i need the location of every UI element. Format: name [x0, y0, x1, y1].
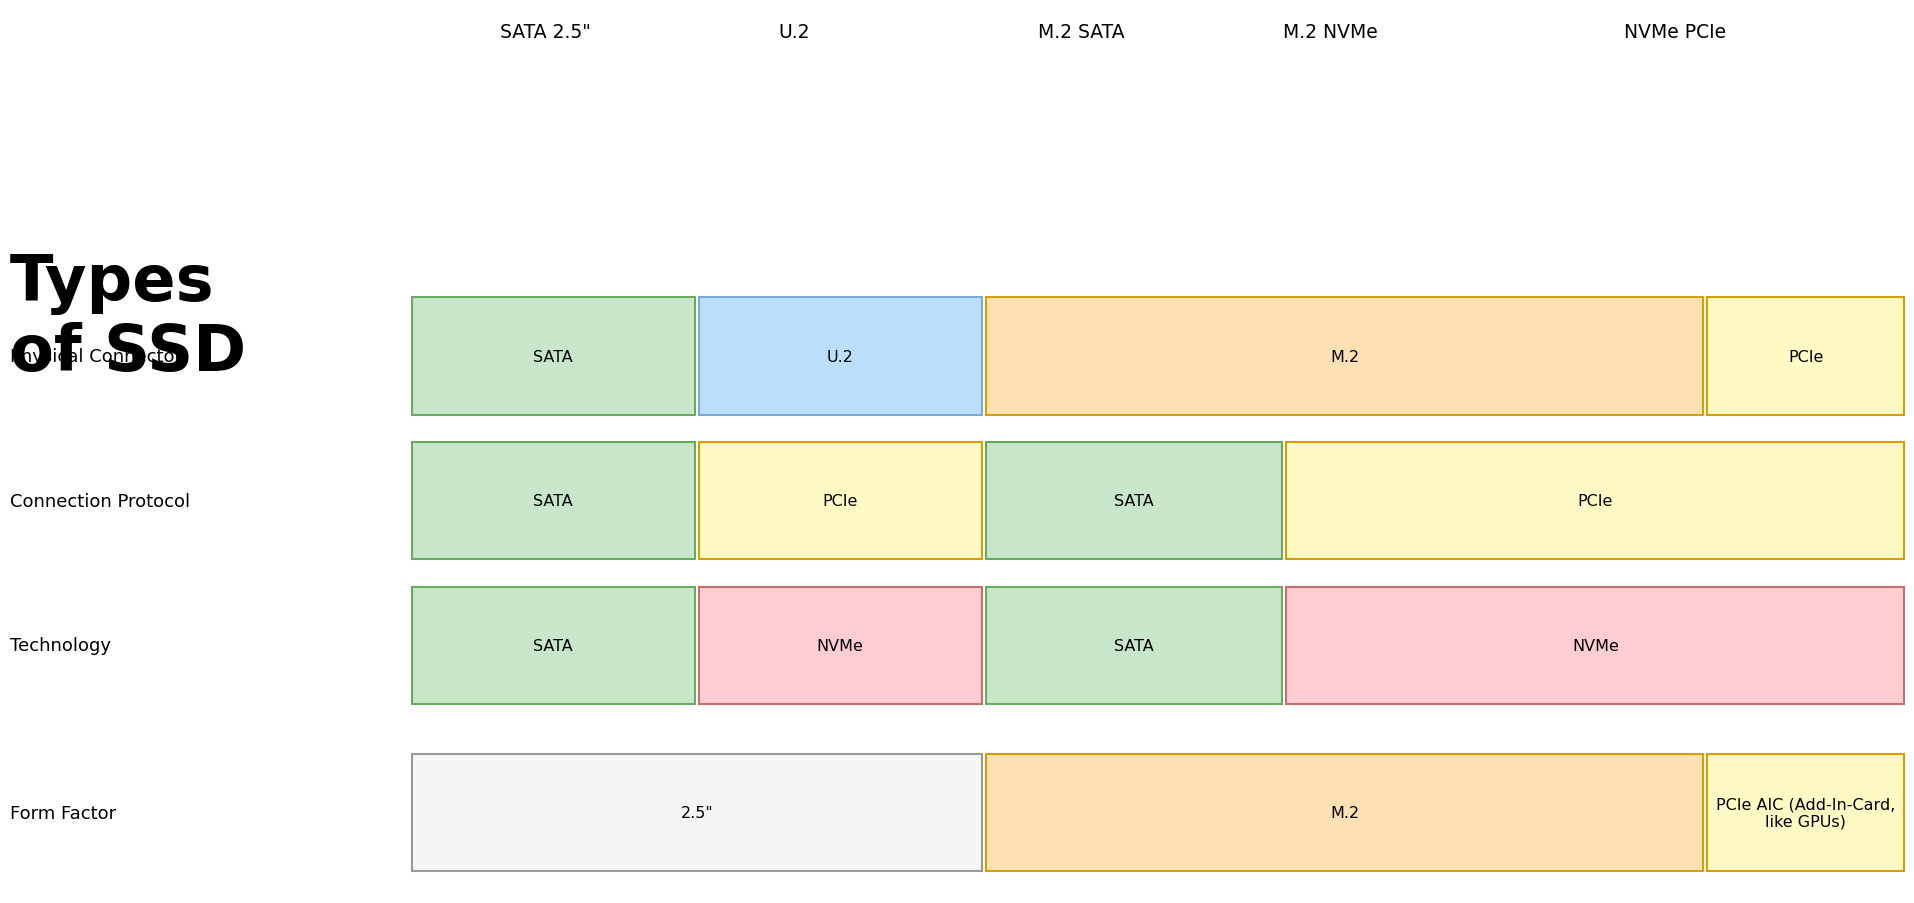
Text: NVMe PCIe: NVMe PCIe [1623, 23, 1726, 42]
FancyBboxPatch shape [412, 298, 695, 415]
FancyBboxPatch shape [1707, 298, 1904, 415]
Text: Form Factor: Form Factor [10, 804, 115, 822]
Text: 2.5": 2.5" [679, 805, 714, 820]
Text: SATA: SATA [534, 494, 572, 508]
Text: NVMe: NVMe [1571, 638, 1619, 653]
Text: M.2: M.2 [1330, 349, 1359, 364]
Text: PCIe: PCIe [1577, 494, 1614, 508]
FancyBboxPatch shape [412, 754, 982, 871]
Text: M.2 NVMe: M.2 NVMe [1282, 23, 1378, 42]
FancyBboxPatch shape [986, 754, 1703, 871]
Text: SATA: SATA [1114, 638, 1154, 653]
Text: SATA: SATA [1114, 494, 1154, 508]
Text: NVMe: NVMe [817, 638, 863, 653]
FancyBboxPatch shape [412, 587, 695, 704]
FancyBboxPatch shape [986, 298, 1703, 415]
Text: SATA: SATA [534, 638, 572, 653]
Text: U.2: U.2 [827, 349, 854, 364]
Text: M.2 SATA: M.2 SATA [1037, 23, 1125, 42]
Text: SATA 2.5": SATA 2.5" [500, 23, 591, 42]
FancyBboxPatch shape [1286, 587, 1904, 704]
Text: Physical Connector: Physical Connector [10, 348, 182, 366]
Text: M.2: M.2 [1330, 805, 1359, 820]
FancyBboxPatch shape [1707, 754, 1904, 871]
FancyBboxPatch shape [699, 298, 982, 415]
FancyBboxPatch shape [986, 587, 1282, 704]
FancyBboxPatch shape [699, 442, 982, 560]
FancyBboxPatch shape [699, 587, 982, 704]
Text: PCIe AIC (Add-In-Card,
like GPUs): PCIe AIC (Add-In-Card, like GPUs) [1717, 796, 1895, 829]
Text: Types
of SSD: Types of SSD [10, 253, 245, 384]
Text: SATA: SATA [534, 349, 572, 364]
FancyBboxPatch shape [986, 442, 1282, 560]
Text: Technology: Technology [10, 637, 111, 655]
FancyBboxPatch shape [412, 442, 695, 560]
Text: PCIe: PCIe [1788, 349, 1824, 364]
Text: PCIe: PCIe [823, 494, 857, 508]
Text: Connection Protocol: Connection Protocol [10, 492, 189, 510]
FancyBboxPatch shape [1286, 442, 1904, 560]
Text: U.2: U.2 [779, 23, 810, 42]
